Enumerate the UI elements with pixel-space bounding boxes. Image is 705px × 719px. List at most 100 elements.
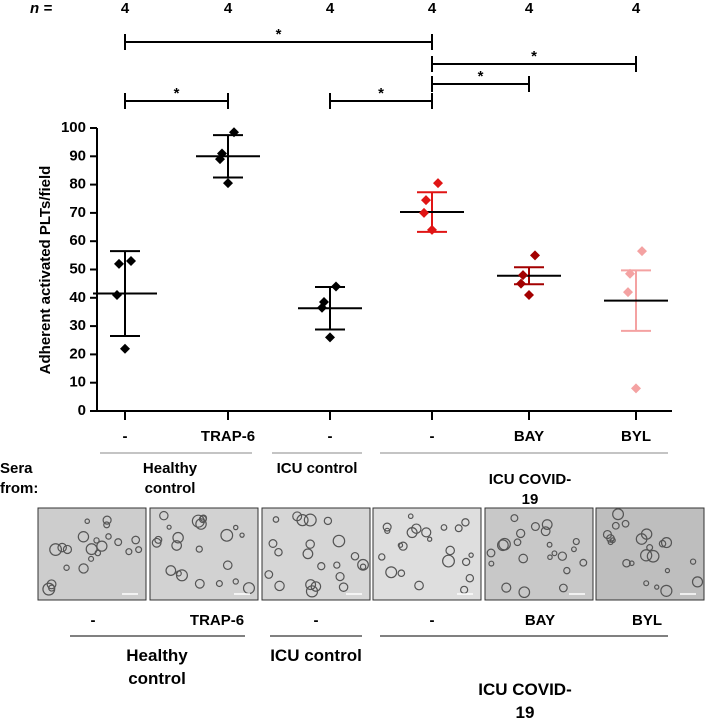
cell	[165, 565, 177, 576]
cell	[496, 539, 509, 552]
data-point	[126, 256, 136, 267]
cell	[272, 516, 280, 523]
micrograph	[372, 507, 482, 601]
significance-label: *	[478, 68, 484, 85]
cell	[151, 537, 162, 548]
data-point	[637, 246, 647, 257]
cell	[332, 534, 346, 548]
cell	[397, 542, 404, 548]
cell	[357, 558, 369, 571]
significance-bracket	[431, 76, 530, 92]
sera-label: Sera from:	[0, 460, 39, 497]
cell	[501, 582, 512, 593]
cell	[660, 537, 673, 549]
significance-bracket	[124, 93, 229, 109]
cell	[691, 576, 704, 588]
data-point	[631, 383, 641, 394]
x-tick-label: -	[328, 428, 333, 445]
y-tick-label: 90	[69, 147, 86, 164]
cell	[96, 540, 108, 552]
cell	[414, 580, 424, 591]
cell	[421, 527, 432, 538]
cell	[302, 548, 314, 560]
cell	[570, 546, 577, 553]
x-tick-label: TRAP-6	[201, 428, 255, 445]
cell	[215, 580, 223, 588]
data-point	[433, 178, 443, 189]
cell	[78, 563, 89, 574]
group-label: Healthy control	[142, 460, 198, 497]
cell	[274, 580, 285, 592]
cell	[303, 513, 317, 527]
cell	[239, 532, 245, 538]
group-label: ICU control	[276, 460, 358, 477]
cell	[305, 579, 317, 591]
n-value: 4	[525, 0, 534, 17]
cell	[530, 521, 540, 532]
cell	[557, 551, 568, 561]
n-value: 4	[326, 0, 335, 17]
cell	[518, 553, 529, 564]
y-tick-label: 30	[69, 317, 86, 334]
cell	[385, 566, 398, 579]
cell	[166, 524, 172, 530]
cell	[622, 558, 631, 568]
data-point	[625, 268, 635, 279]
cell	[612, 508, 625, 521]
x-tick-label: -	[123, 428, 128, 445]
cell	[274, 547, 283, 557]
image-label: BYL	[632, 612, 662, 629]
data-point	[120, 343, 130, 354]
cell	[689, 558, 697, 565]
y-tick-label: 100	[61, 119, 86, 136]
cell	[541, 519, 553, 530]
cell	[640, 528, 653, 540]
cell	[461, 557, 471, 567]
cell	[546, 541, 553, 548]
cell	[310, 581, 322, 592]
cell	[646, 544, 654, 552]
cell	[486, 548, 496, 558]
data-point	[516, 278, 526, 289]
cell	[378, 553, 386, 561]
cell	[382, 522, 392, 532]
cell	[57, 542, 67, 553]
cell	[445, 545, 456, 556]
data-point	[317, 302, 327, 313]
cell	[46, 579, 57, 590]
cell	[194, 578, 205, 589]
cell	[611, 521, 620, 530]
image-label: -	[430, 612, 435, 629]
cell	[305, 539, 315, 549]
cell	[406, 527, 418, 539]
cell	[397, 569, 406, 578]
x-tick-label: BYL	[621, 428, 651, 445]
cell	[488, 560, 495, 567]
significance-label: *	[276, 26, 282, 43]
cell	[264, 570, 274, 579]
cell	[664, 567, 671, 574]
significance-label: *	[378, 85, 384, 102]
x-tick-label: -	[430, 428, 435, 445]
data-point	[112, 289, 122, 300]
cell	[154, 535, 163, 544]
image-group-label: ICU COVID-19	[478, 680, 572, 719]
cell	[440, 524, 448, 531]
cell	[85, 543, 98, 556]
cell	[305, 585, 319, 598]
cell	[350, 551, 360, 561]
data-point	[524, 289, 534, 300]
data-point	[229, 127, 239, 138]
cell	[621, 519, 630, 528]
y-tick-label: 70	[69, 204, 86, 221]
cell	[93, 537, 100, 544]
y-tick-label: 40	[69, 289, 86, 306]
data-point	[530, 250, 540, 261]
data-point	[331, 281, 341, 292]
data-point	[419, 207, 429, 218]
y-tick-label: 80	[69, 176, 86, 193]
data-point	[421, 195, 431, 206]
cell	[220, 528, 234, 542]
